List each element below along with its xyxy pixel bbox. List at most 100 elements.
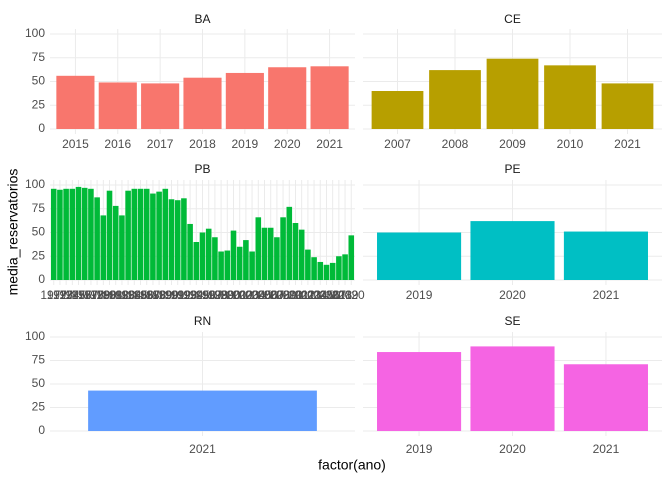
bar	[131, 188, 138, 280]
x-tick-label: 1979	[84, 288, 111, 302]
x-tick-label: 2021	[316, 137, 343, 151]
bar	[563, 231, 648, 280]
bar	[280, 217, 286, 280]
bar	[150, 193, 156, 280]
bar	[100, 215, 107, 280]
bar	[141, 83, 180, 129]
bar	[224, 250, 231, 280]
x-tick-label: 2020	[499, 288, 526, 302]
x-tick-label: 2009	[270, 288, 297, 302]
x-tick-label: 1998	[202, 288, 229, 302]
x-tick-label: 1991	[158, 288, 185, 302]
bar	[193, 242, 200, 280]
bar	[181, 198, 187, 280]
x-axis-title: factor(ano)	[318, 457, 386, 473]
facet-title: SE	[504, 314, 520, 328]
bar	[187, 223, 193, 280]
x-tick-label: 1986	[127, 288, 154, 302]
bar	[268, 67, 307, 129]
bar	[106, 190, 113, 280]
bar	[230, 230, 237, 280]
x-tick-label: 2021	[593, 442, 620, 456]
x-tick-label: 1990	[152, 288, 179, 302]
bar	[267, 227, 274, 280]
x-tick-label: 2010	[276, 288, 303, 302]
x-tick-label: 2004	[239, 288, 266, 302]
bar	[75, 186, 82, 280]
bar	[183, 77, 222, 129]
x-tick-label: 2020	[274, 137, 301, 151]
y-tick-label: 75	[32, 353, 46, 367]
x-tick-label: 2012	[288, 288, 315, 302]
bar	[470, 346, 555, 431]
bar	[286, 206, 293, 280]
x-tick-label: 1976	[65, 288, 92, 302]
x-tick-label: 2003	[233, 288, 260, 302]
bar	[119, 215, 125, 280]
bar	[225, 72, 264, 129]
x-tick-label: 2018	[189, 137, 216, 151]
bar	[174, 200, 181, 280]
bar	[305, 249, 311, 280]
x-tick-label: 2016	[104, 137, 131, 151]
bar	[249, 251, 255, 280]
x-tick-label: 1994	[177, 288, 204, 302]
x-tick-label: 1981	[96, 288, 123, 302]
x-tick-label: 2007	[384, 137, 411, 151]
y-tick-label: 100	[25, 329, 45, 343]
x-tick-label: 2002	[226, 288, 253, 302]
x-tick-label: 1973	[47, 288, 74, 302]
bar	[311, 257, 317, 280]
bar	[112, 205, 119, 280]
bar	[563, 364, 648, 431]
bar	[255, 217, 262, 280]
bar	[377, 352, 462, 431]
bar	[371, 91, 424, 129]
bar	[156, 191, 162, 280]
x-tick-label: 1982	[102, 288, 129, 302]
x-tick-label: 2020	[338, 288, 365, 302]
x-tick-label: 2021	[593, 288, 620, 302]
x-tick-label: 2018	[326, 288, 353, 302]
y-tick-label: 100	[25, 177, 45, 191]
x-tick-label: 2006	[251, 288, 278, 302]
x-tick-label: 2008	[442, 137, 469, 151]
x-tick-label: 1996	[189, 288, 216, 302]
bar	[317, 261, 324, 280]
x-tick-label: 1993	[171, 288, 198, 302]
x-tick-label: 1988	[140, 288, 167, 302]
y-tick-label: 25	[32, 248, 46, 262]
x-tick-label: 1978	[78, 288, 105, 302]
x-tick-label: 2015	[307, 288, 334, 302]
x-tick-label: 2019	[232, 137, 259, 151]
x-tick-label: 1989	[146, 288, 173, 302]
bar	[94, 197, 100, 280]
bar	[212, 237, 218, 280]
x-tick-label: 1972	[40, 288, 67, 302]
bar	[143, 188, 150, 280]
x-tick-label: 2013	[295, 288, 322, 302]
bar	[56, 75, 95, 129]
x-tick-label: 1985	[121, 288, 148, 302]
bar	[50, 188, 57, 280]
x-tick-label: 2019	[406, 442, 433, 456]
x-tick-label: 2010	[557, 137, 584, 151]
y-tick-label: 75	[32, 201, 46, 215]
y-tick-label: 75	[32, 50, 46, 64]
x-tick-label: 1983	[109, 288, 136, 302]
x-tick-label: 2017	[319, 288, 346, 302]
x-tick-label: 1984	[115, 288, 142, 302]
y-tick-label: 50	[32, 376, 46, 390]
x-tick-label: 1992	[164, 288, 191, 302]
bar	[88, 390, 317, 431]
bar	[310, 66, 349, 129]
x-tick-label: 1977	[71, 288, 98, 302]
bar	[292, 223, 299, 280]
bar	[205, 228, 212, 280]
y-tick-label: 50	[32, 74, 46, 88]
bar	[236, 246, 243, 280]
bar	[486, 58, 539, 130]
x-tick-label: 2008	[264, 288, 291, 302]
bar	[69, 188, 76, 280]
